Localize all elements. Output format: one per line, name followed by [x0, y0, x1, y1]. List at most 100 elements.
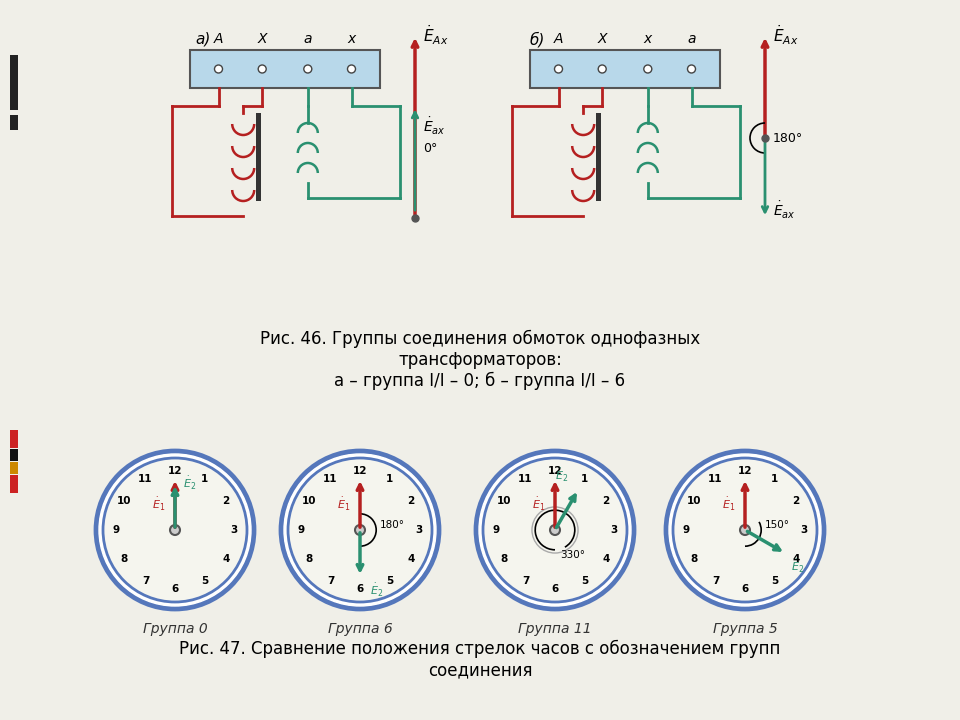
- Text: 7: 7: [522, 576, 529, 586]
- Circle shape: [483, 458, 627, 602]
- Text: 9: 9: [492, 525, 499, 535]
- Circle shape: [355, 525, 365, 535]
- Circle shape: [475, 450, 635, 610]
- Text: 6: 6: [741, 584, 749, 594]
- Circle shape: [644, 65, 652, 73]
- Bar: [10, 475, 18, 493]
- Text: 5: 5: [581, 576, 588, 586]
- Text: $\dot{E}_1$: $\dot{E}_1$: [337, 495, 350, 513]
- Bar: [10, 115, 18, 130]
- Text: 7: 7: [326, 576, 334, 586]
- Text: Группа 11: Группа 11: [518, 622, 591, 636]
- Text: 10: 10: [117, 495, 132, 505]
- Text: $\dot{E}_2$: $\dot{E}_2$: [555, 467, 568, 485]
- Text: 12: 12: [737, 466, 753, 476]
- Circle shape: [479, 454, 631, 606]
- Text: 5: 5: [771, 576, 779, 586]
- Text: Группа 6: Группа 6: [327, 622, 393, 636]
- Circle shape: [673, 458, 817, 602]
- Text: 1: 1: [201, 474, 208, 484]
- Text: 12: 12: [352, 466, 368, 476]
- Text: 3: 3: [416, 525, 422, 535]
- Text: 9: 9: [298, 525, 304, 535]
- Text: 2: 2: [223, 495, 229, 505]
- Circle shape: [348, 65, 355, 73]
- Text: $\dot{E}_2$: $\dot{E}_2$: [370, 582, 383, 599]
- Text: Рис. 47. Сравнение положения стрелок часов с обозначением групп
соединения: Рис. 47. Сравнение положения стрелок час…: [180, 640, 780, 679]
- Text: $\dot{E}_1$: $\dot{E}_1$: [532, 495, 545, 513]
- Text: 1: 1: [581, 474, 588, 484]
- Circle shape: [284, 454, 436, 606]
- Text: 2: 2: [792, 495, 800, 505]
- Text: 4: 4: [223, 554, 229, 564]
- Text: х: х: [348, 32, 355, 46]
- Text: 180°: 180°: [380, 520, 405, 530]
- Text: 4: 4: [407, 554, 415, 564]
- Text: $\dot{E}_{Ax}$: $\dot{E}_{Ax}$: [773, 23, 799, 47]
- Text: 8: 8: [500, 554, 508, 564]
- Text: 0°: 0°: [423, 142, 438, 155]
- Text: 11: 11: [518, 474, 533, 484]
- Text: 7: 7: [142, 576, 149, 586]
- Text: $\dot{E}_2$: $\dot{E}_2$: [183, 474, 196, 492]
- Circle shape: [598, 65, 606, 73]
- Text: х: х: [643, 32, 652, 46]
- Text: 11: 11: [324, 474, 338, 484]
- Circle shape: [665, 450, 825, 610]
- Circle shape: [103, 458, 247, 602]
- Text: 330°: 330°: [560, 550, 585, 560]
- Text: 4: 4: [603, 554, 610, 564]
- Circle shape: [303, 65, 312, 73]
- Text: Группа 0: Группа 0: [143, 622, 207, 636]
- Text: X: X: [257, 32, 267, 46]
- Text: Группа 5: Группа 5: [712, 622, 778, 636]
- Circle shape: [95, 450, 255, 610]
- Text: 6: 6: [172, 584, 179, 594]
- Text: $\dot{E}_2$: $\dot{E}_2$: [790, 559, 804, 575]
- Text: $\dot{E}_{ax}$: $\dot{E}_{ax}$: [423, 116, 445, 137]
- Text: Рис. 46. Группы соединения обмоток однофазных
трансформаторов:
а – группа I/I – : Рис. 46. Группы соединения обмоток одноф…: [260, 330, 700, 390]
- Text: 6: 6: [356, 584, 364, 594]
- Text: 1: 1: [771, 474, 779, 484]
- Text: 12: 12: [548, 466, 563, 476]
- Circle shape: [280, 450, 440, 610]
- Text: а: а: [687, 32, 696, 46]
- Text: 11: 11: [138, 474, 153, 484]
- Text: 6: 6: [551, 584, 559, 594]
- Text: 8: 8: [690, 554, 698, 564]
- Bar: [256, 113, 261, 201]
- Text: 10: 10: [301, 495, 316, 505]
- Text: X: X: [597, 32, 607, 46]
- Text: 12: 12: [168, 466, 182, 476]
- FancyBboxPatch shape: [530, 50, 720, 88]
- Text: 5: 5: [386, 576, 394, 586]
- Circle shape: [170, 525, 180, 535]
- Circle shape: [288, 458, 432, 602]
- Text: 9: 9: [112, 525, 120, 535]
- Text: 8: 8: [305, 554, 313, 564]
- Text: 10: 10: [496, 495, 511, 505]
- Text: $\dot{E}_1$: $\dot{E}_1$: [722, 495, 735, 513]
- Text: 8: 8: [120, 554, 128, 564]
- Text: 9: 9: [683, 525, 689, 535]
- Circle shape: [669, 454, 821, 606]
- Text: 3: 3: [611, 525, 617, 535]
- Text: 2: 2: [603, 495, 610, 505]
- Bar: [10, 430, 18, 448]
- Text: $\dot{E}_{Ax}$: $\dot{E}_{Ax}$: [423, 23, 448, 47]
- Text: $\dot{E}_{ax}$: $\dot{E}_{ax}$: [773, 199, 796, 220]
- Bar: [10, 462, 18, 474]
- Text: 11: 11: [708, 474, 723, 484]
- Text: 7: 7: [711, 576, 719, 586]
- Text: A: A: [554, 32, 564, 46]
- Text: а: а: [303, 32, 312, 46]
- Circle shape: [550, 525, 560, 535]
- Text: 1: 1: [386, 474, 394, 484]
- Bar: [10, 55, 18, 110]
- Text: A: A: [214, 32, 224, 46]
- Circle shape: [99, 454, 251, 606]
- Bar: [10, 449, 18, 461]
- Text: 3: 3: [230, 525, 238, 535]
- Circle shape: [258, 65, 266, 73]
- Text: а): а): [195, 32, 210, 47]
